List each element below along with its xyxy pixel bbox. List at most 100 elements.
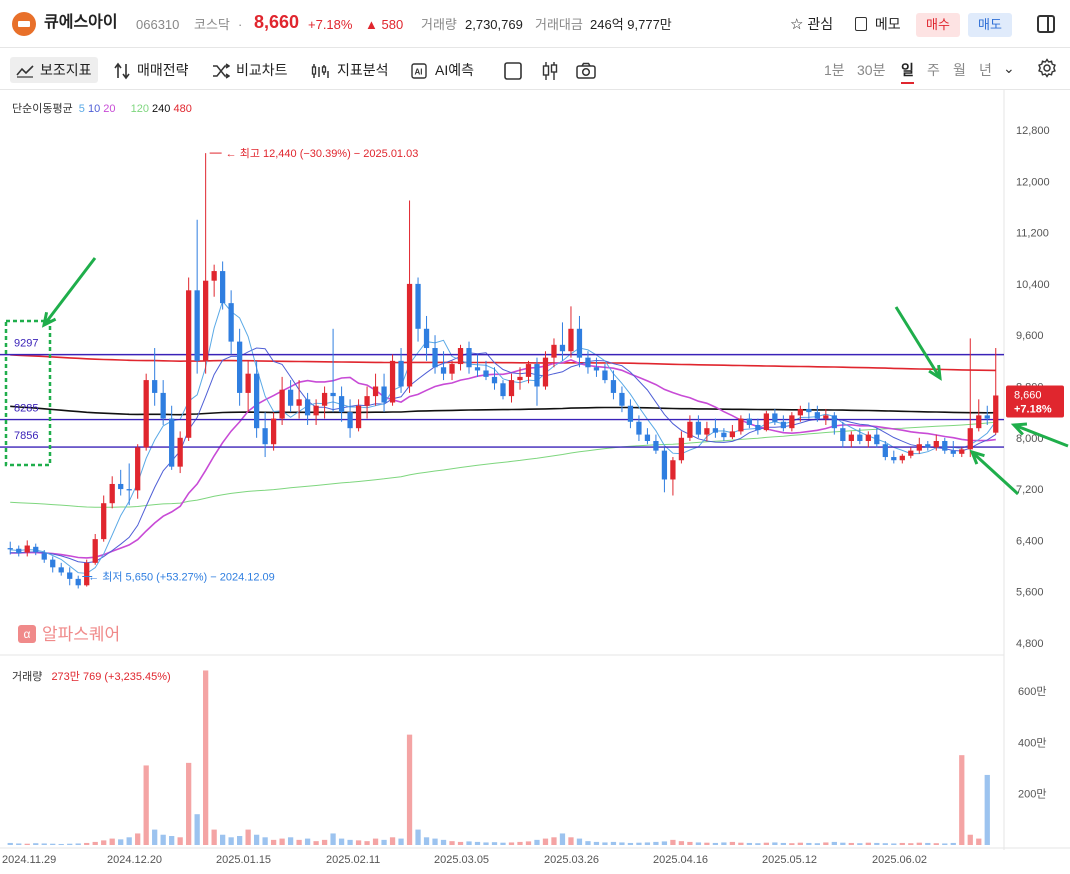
candle-body[interactable]: [236, 341, 243, 393]
volume-bar[interactable]: [670, 839, 676, 845]
candle-body[interactable]: [41, 553, 47, 560]
candle-body[interactable]: [908, 450, 914, 456]
candle-body[interactable]: [338, 396, 345, 413]
candle-body[interactable]: [186, 290, 192, 438]
candle-body[interactable]: [729, 431, 736, 438]
volume-bar[interactable]: [457, 841, 464, 845]
volume-bar[interactable]: [576, 838, 583, 845]
candle-body[interactable]: [568, 328, 574, 352]
volume-bar[interactable]: [687, 841, 693, 845]
volume-bar[interactable]: [534, 839, 540, 845]
volume-bar[interactable]: [797, 842, 803, 845]
volume-bar[interactable]: [729, 841, 736, 845]
volume-bar[interactable]: [398, 838, 404, 845]
candle-body[interactable]: [848, 434, 854, 442]
volume-bar[interactable]: [542, 838, 549, 845]
candle-body[interactable]: [58, 567, 64, 573]
candle-body[interactable]: [457, 348, 464, 365]
volume-bar[interactable]: [228, 837, 234, 845]
candle-body[interactable]: [50, 559, 56, 568]
candle-body[interactable]: [559, 344, 566, 352]
candle-body[interactable]: [695, 421, 702, 435]
volume-bar[interactable]: [126, 837, 132, 845]
volume-bar[interactable]: [75, 843, 81, 845]
volume-bar[interactable]: [899, 842, 905, 845]
volume-bar[interactable]: [186, 762, 192, 845]
volume-bar[interactable]: [211, 829, 217, 845]
candle-body[interactable]: [169, 418, 175, 467]
candle-body[interactable]: [831, 415, 837, 429]
candle-body[interactable]: [381, 386, 387, 403]
volume-bar[interactable]: [755, 843, 761, 845]
compare-button[interactable]: 비교차트: [212, 57, 288, 83]
candle-body[interactable]: [415, 283, 421, 329]
volume-bar[interactable]: [661, 841, 668, 845]
candle-body[interactable]: [423, 328, 430, 349]
analysis-button[interactable]: 지표분석: [311, 57, 389, 83]
candle-type-button[interactable]: [540, 57, 566, 83]
volume-bar[interactable]: [143, 765, 149, 845]
volume-bar[interactable]: [296, 839, 302, 845]
volume-bar[interactable]: [270, 839, 277, 845]
watch-button[interactable]: ☆ 관심: [790, 14, 833, 35]
volume-bar[interactable]: [593, 841, 600, 845]
memo-button[interactable]: 메모: [855, 14, 901, 34]
candle-body[interactable]: [610, 380, 617, 393]
candle-body[interactable]: [474, 367, 481, 371]
candle-body[interactable]: [525, 364, 532, 377]
candle-body[interactable]: [789, 415, 795, 429]
volume-bar[interactable]: [287, 837, 294, 845]
candle-body[interactable]: [466, 348, 472, 368]
volume-bar[interactable]: [389, 837, 396, 845]
volume-bar[interactable]: [423, 837, 430, 845]
volume-bar[interactable]: [253, 834, 260, 845]
volume-bar[interactable]: [474, 841, 481, 845]
candle-body[interactable]: [780, 421, 786, 429]
candle-body[interactable]: [585, 357, 591, 368]
candle-body[interactable]: [228, 303, 234, 342]
buy-button[interactable]: 매수: [916, 13, 960, 37]
volume-bar[interactable]: [177, 837, 183, 845]
period-year[interactable]: 년: [979, 62, 992, 78]
candle-body[interactable]: [211, 271, 217, 281]
volume-bar[interactable]: [823, 842, 829, 845]
candle-body[interactable]: [304, 399, 311, 416]
volume-bar[interactable]: [101, 840, 107, 845]
candle-body[interactable]: [321, 392, 328, 406]
candle-body[interactable]: [993, 395, 999, 433]
volume-bar[interactable]: [857, 843, 863, 845]
volume-bar[interactable]: [135, 833, 141, 845]
volume-bar[interactable]: [330, 833, 336, 845]
candle-body[interactable]: [483, 370, 489, 377]
candle-body[interactable]: [245, 373, 251, 393]
volume-bar[interactable]: [500, 842, 506, 845]
candle-body[interactable]: [491, 376, 498, 384]
candle-body[interactable]: [364, 396, 370, 406]
candle-body[interactable]: [670, 460, 676, 480]
volume-bar[interactable]: [203, 670, 209, 845]
candle-body[interactable]: [517, 376, 523, 381]
volume-legend[interactable]: 거래량 273만 769 (+3,235.45%): [12, 668, 171, 684]
candle-body[interactable]: [721, 432, 727, 438]
candle-body[interactable]: [942, 441, 948, 451]
volume-bar[interactable]: [882, 843, 888, 845]
settings-gear-icon[interactable]: [1037, 58, 1057, 78]
volume-bar[interactable]: [220, 834, 226, 845]
candle-body[interactable]: [712, 428, 719, 433]
candle-body[interactable]: [534, 364, 540, 387]
candle-body[interactable]: [126, 489, 132, 491]
volume-bar[interactable]: [925, 842, 931, 845]
volume-bar[interactable]: [483, 842, 489, 845]
candle-body[interactable]: [287, 389, 294, 406]
candle-body[interactable]: [772, 413, 778, 422]
volume-bar[interactable]: [678, 841, 685, 845]
candle-body[interactable]: [627, 405, 634, 422]
volume-bar[interactable]: [279, 838, 285, 845]
volume-bar[interactable]: [627, 842, 634, 845]
candle-body[interactable]: [398, 360, 404, 387]
period-30min[interactable]: 30분: [857, 62, 886, 78]
candle-body[interactable]: [253, 373, 260, 429]
chevron-down-icon[interactable]: ⌄: [1003, 60, 1015, 76]
volume-bar[interactable]: [814, 843, 820, 845]
candle-body[interactable]: [7, 548, 13, 550]
